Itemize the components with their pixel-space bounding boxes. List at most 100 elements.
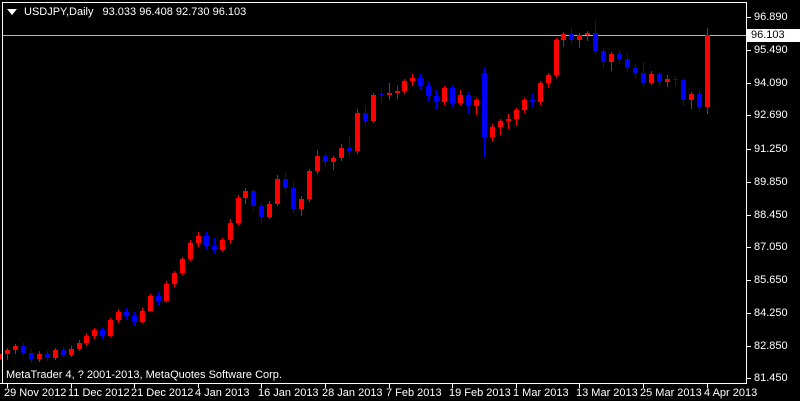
price-tick-mark xyxy=(747,346,751,347)
candle-body-down xyxy=(156,296,161,301)
price-tick-mark xyxy=(747,115,751,116)
candle-body-up xyxy=(442,88,447,102)
candle-body-down xyxy=(21,346,26,353)
candle-body-up xyxy=(538,83,543,102)
date-tick-label: 7 Feb 2013 xyxy=(386,387,442,399)
candle-body-up xyxy=(228,223,233,240)
chart-header: USDJPY,Daily 93.033 96.408 92.730 96.103 xyxy=(7,6,246,18)
price-tick-label: 82.850 xyxy=(754,340,788,352)
candle-body-down xyxy=(641,73,646,83)
candle-body-down xyxy=(601,51,606,62)
candle-body-up xyxy=(148,296,153,311)
date-tick-label: 4 Jan 2013 xyxy=(195,387,250,399)
candle-body-up xyxy=(585,33,590,35)
candle-body-up xyxy=(458,95,463,103)
candle-body-up xyxy=(267,204,272,217)
candle-wick xyxy=(587,31,588,41)
date-tick-mark xyxy=(452,384,453,388)
candle-body-up xyxy=(546,75,551,83)
candle-body-down xyxy=(681,80,686,100)
candle-body-down xyxy=(347,148,352,151)
candle-body-down xyxy=(569,34,574,40)
candle-body-up xyxy=(522,100,527,110)
candle-body-up xyxy=(395,91,400,93)
candle-body-up xyxy=(77,343,82,349)
chart-symbol-period: USDJPY,Daily xyxy=(24,6,94,18)
platform-copyright: MetaTrader 4, ? 2001-2013, MetaQuotes So… xyxy=(6,369,282,381)
candle-body-up xyxy=(188,243,193,259)
date-tick-label: 16 Jan 2013 xyxy=(258,387,319,399)
price-tick-mark xyxy=(747,83,751,84)
date-tick-mark xyxy=(7,384,8,388)
candle-body-down xyxy=(45,354,50,358)
candle-wick xyxy=(333,156,334,170)
date-tick-mark xyxy=(579,384,580,388)
price-tick-label: 89.850 xyxy=(754,176,788,188)
price-tick-mark xyxy=(747,182,751,183)
chart-menu-dropdown-icon[interactable] xyxy=(7,9,17,15)
date-tick-label: 19 Feb 2013 xyxy=(449,387,511,399)
date-tick-mark xyxy=(707,384,708,388)
candle-body-up xyxy=(108,320,113,336)
price-tick-label: 88.450 xyxy=(754,209,788,221)
date-tick-label: 4 Apr 2013 xyxy=(704,387,758,399)
candle-body-down xyxy=(418,78,423,86)
candle-body-down xyxy=(426,86,431,96)
price-tick-mark xyxy=(747,378,751,379)
candle-body-down xyxy=(379,94,384,95)
candle-wick xyxy=(579,33,580,48)
price-axis-separator[interactable] xyxy=(746,2,747,384)
date-tick-mark xyxy=(389,384,390,388)
chart-ohlc-values: 93.033 96.408 92.730 96.103 xyxy=(102,6,247,18)
candle-body-down xyxy=(617,54,622,59)
candle-body-down xyxy=(259,206,264,217)
date-tick-label: 11 Dec 2012 xyxy=(68,387,130,399)
date-tick-mark xyxy=(198,384,199,388)
candle-wick xyxy=(381,88,382,103)
candle-body-up xyxy=(577,35,582,40)
price-tick-label: 87.050 xyxy=(754,241,788,253)
time-axis-separator[interactable] xyxy=(0,383,747,384)
candle-body-down xyxy=(450,88,455,103)
date-tick-mark xyxy=(516,384,517,388)
candle-body-up xyxy=(236,198,241,223)
candle-body-up xyxy=(172,273,177,284)
candle-body-down xyxy=(697,94,702,107)
date-tick-mark xyxy=(71,384,72,388)
candle-body-down xyxy=(482,73,487,137)
candle-body-up xyxy=(554,40,559,75)
price-tick-label: 96.890 xyxy=(754,11,788,23)
price-tick-mark xyxy=(747,280,751,281)
candle-body-up xyxy=(307,171,312,199)
candle-body-up xyxy=(689,94,694,100)
candle-body-up xyxy=(140,311,145,322)
price-tick-label: 85.650 xyxy=(754,274,788,286)
candle-body-up xyxy=(490,127,495,137)
date-tick-label: 25 Mar 2013 xyxy=(640,387,702,399)
candlestick-plot-area[interactable] xyxy=(0,0,746,383)
candle-wick xyxy=(675,76,676,86)
date-tick-mark xyxy=(643,384,644,388)
chart-frame-left xyxy=(2,2,3,383)
candle-body-up xyxy=(220,240,225,250)
candle-body-up xyxy=(387,93,392,95)
current-price-label: 96.103 xyxy=(747,29,800,42)
candle-body-down xyxy=(283,179,288,188)
candle-body-up xyxy=(339,148,344,158)
price-tick-mark xyxy=(747,50,751,51)
date-tick-mark xyxy=(325,384,326,388)
candle-body-down xyxy=(657,74,662,82)
candle-body-up xyxy=(92,330,97,336)
price-tick-mark xyxy=(747,149,751,150)
candle-wick xyxy=(7,348,8,360)
time-axis[interactable]: 29 Nov 2012 11 Dec 2012 21 Dec 2012 4 Jan 2… xyxy=(0,383,757,401)
candle-wick xyxy=(349,137,350,157)
price-tick-mark xyxy=(747,313,751,314)
candle-body-up xyxy=(299,199,304,209)
candle-body-up xyxy=(164,284,169,301)
candle-body-down xyxy=(633,68,638,73)
price-tick-label: 81.450 xyxy=(754,372,788,384)
date-tick-label: 1 Mar 2013 xyxy=(513,387,569,399)
candle-body-down xyxy=(625,59,630,68)
price-axis[interactable]: 96.890 95.490 94.090 92.690 91.250 89.850 88.4… xyxy=(746,0,800,384)
